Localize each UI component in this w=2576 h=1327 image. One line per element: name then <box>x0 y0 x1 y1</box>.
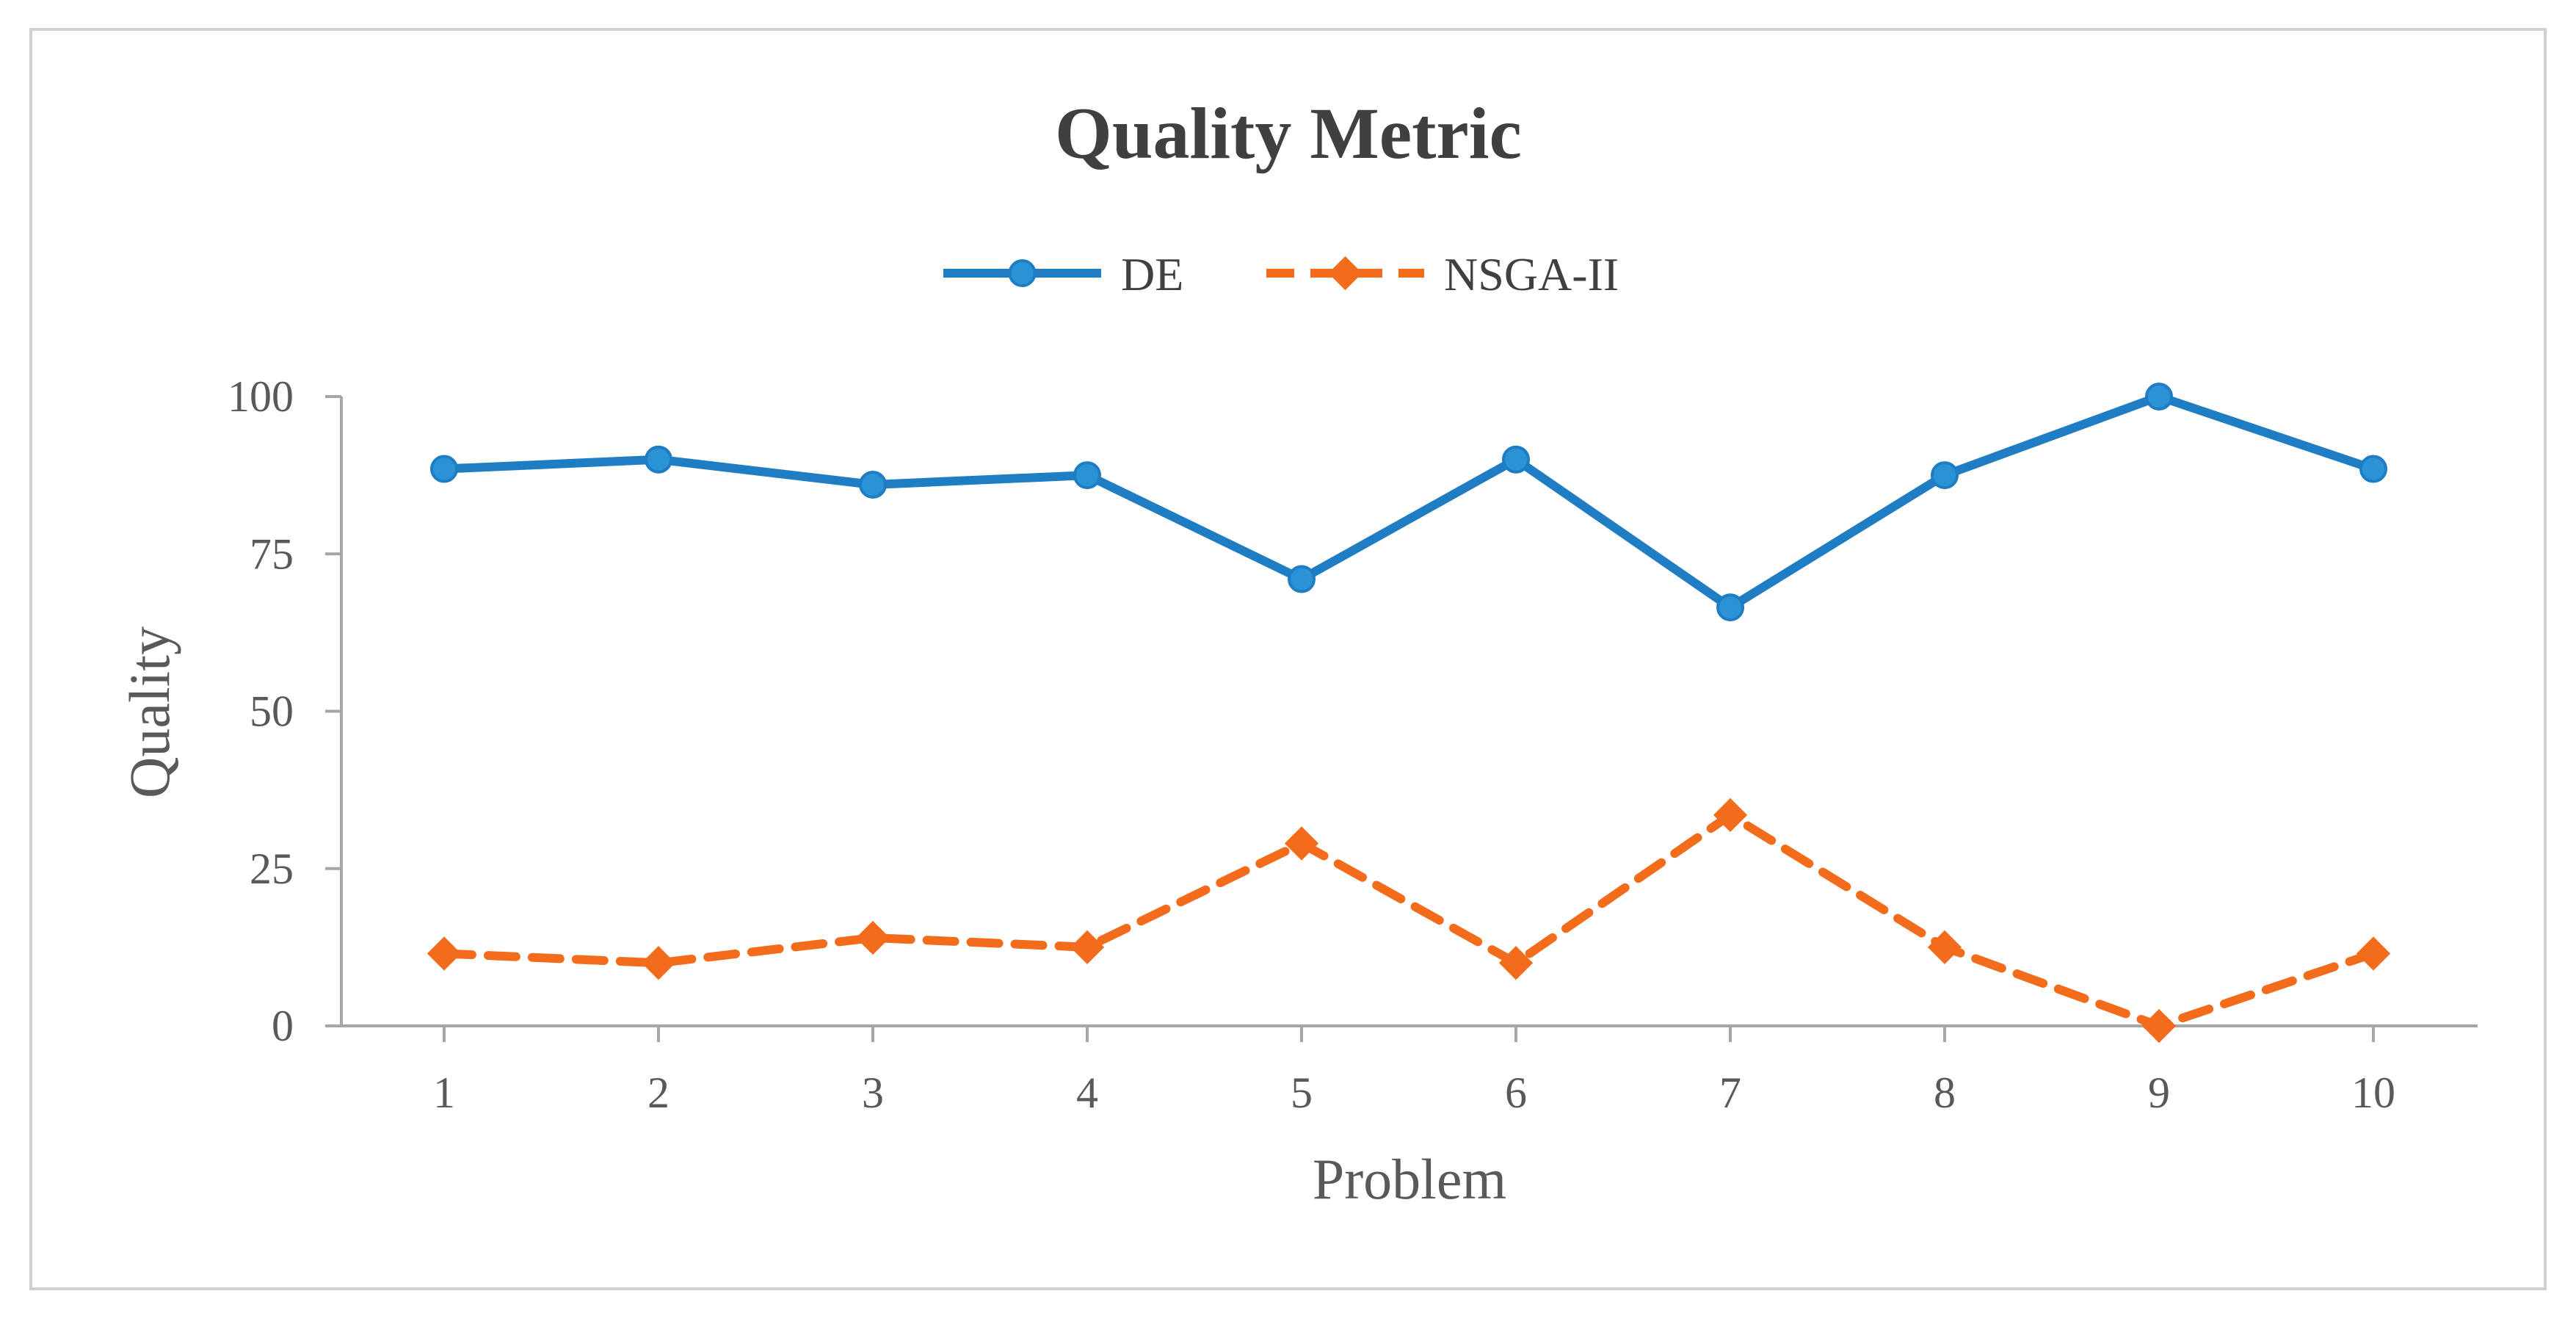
data-point-de <box>1931 461 1959 490</box>
data-point-de <box>1073 461 1101 490</box>
legend-marker <box>1328 256 1363 291</box>
x-tick-label: 10 <box>2351 1069 2395 1117</box>
data-point-de <box>430 455 458 483</box>
data-point-nsga-ii <box>641 946 676 980</box>
y-tick-label: 0 <box>272 1002 294 1050</box>
x-tick-label: 9 <box>2148 1069 2170 1117</box>
x-tick-label: 3 <box>862 1069 884 1117</box>
data-point-nsga-ii <box>1713 798 1748 833</box>
data-point-de <box>2359 455 2387 483</box>
legend-marker <box>1008 259 1037 287</box>
data-point-de <box>645 445 672 474</box>
x-tick-label: 7 <box>1719 1069 1741 1117</box>
legend-label: NSGA-II <box>1444 248 1619 300</box>
x-tick-label: 6 <box>1505 1069 1527 1117</box>
legend-item-de: DE <box>943 248 1183 300</box>
y-axis-title: Quality <box>117 626 181 798</box>
y-tick-label: 50 <box>250 687 294 736</box>
data-point-de <box>1288 565 1316 593</box>
data-point-de <box>2145 383 2173 411</box>
y-axis-ticks: 0 25 50 75 100 <box>228 372 341 1050</box>
x-tick-label: 1 <box>433 1069 455 1117</box>
data-point-de <box>1502 445 1530 474</box>
x-axis-title: Problem <box>1313 1147 1506 1211</box>
data-point-de <box>1716 593 1744 622</box>
legend: DE NSGA-II <box>943 248 1619 300</box>
data-point-nsga-ii <box>427 936 462 971</box>
data-point-nsga-ii <box>2356 936 2391 971</box>
series-de <box>430 383 2387 622</box>
legend-item-nsga-ii: NSGA-II <box>1266 248 1619 300</box>
y-tick-label: 25 <box>250 845 294 893</box>
series-line-nsga-ii <box>440 810 2378 1030</box>
series-nsga-ii <box>427 798 2391 1044</box>
data-point-nsga-ii <box>855 920 890 955</box>
x-tick-label: 5 <box>1291 1069 1313 1117</box>
series-layer <box>427 383 2391 1044</box>
chart-title: Quality Metric <box>1055 93 1522 174</box>
x-axis-ticks: 1 2 3 4 5 6 7 8 9 10 <box>433 1026 2395 1117</box>
data-point-de <box>859 470 887 499</box>
y-tick-label: 75 <box>250 529 294 578</box>
x-tick-label: 4 <box>1076 1069 1098 1117</box>
data-point-nsga-ii <box>1498 946 1534 980</box>
chart-frame <box>29 28 2547 1290</box>
x-tick-label: 8 <box>1934 1069 1956 1117</box>
x-tick-label: 2 <box>647 1069 670 1117</box>
series-line-de <box>440 392 2378 612</box>
legend-label: DE <box>1121 248 1183 300</box>
data-point-nsga-ii <box>2141 1008 2177 1044</box>
y-tick-label: 100 <box>228 372 294 421</box>
data-point-nsga-ii <box>1927 930 1962 964</box>
data-point-nsga-ii <box>1284 826 1319 861</box>
data-point-nsga-ii <box>1070 930 1105 964</box>
